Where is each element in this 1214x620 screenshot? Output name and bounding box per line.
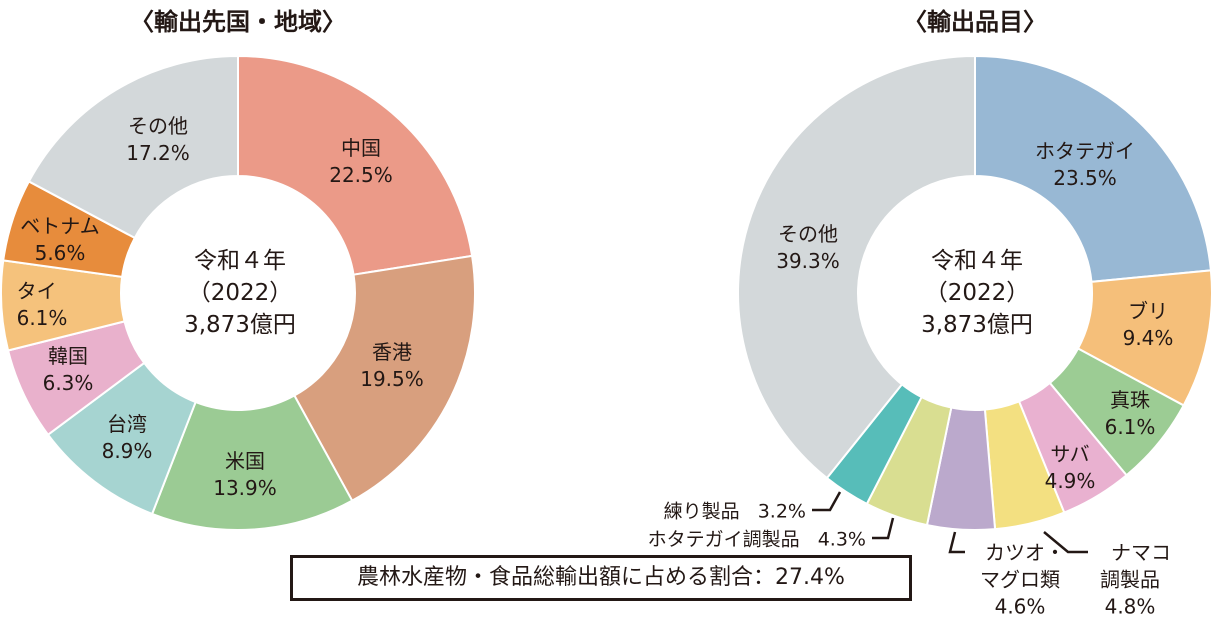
slice-香港 xyxy=(293,254,476,503)
center-year: 令和４年 xyxy=(930,248,1023,274)
slice-label-china: 中国 22.5% xyxy=(329,136,393,187)
center-year-ad: （2022） xyxy=(924,280,1030,306)
slice-label-yellowtail: ブリ 9.4% xyxy=(1122,299,1174,350)
fish-paste-leader xyxy=(812,491,842,512)
slice-ホタテガイ xyxy=(974,54,1213,283)
center-total: 3,873億円 xyxy=(184,312,296,338)
slice-label-scallop-processed: ホタテガイ調製品 4.3% xyxy=(647,528,866,551)
bonito-leader xyxy=(948,531,965,554)
center-year-ad: （2022） xyxy=(187,280,293,306)
slice-label-other: その他 17.2% xyxy=(126,114,190,165)
slice-label-vietnam: ベトナム 5.6% xyxy=(20,214,100,265)
slice-label-korea: 韓国 6.3% xyxy=(42,344,94,395)
left-chart-title: 〈輸出先国・地域〉 xyxy=(130,8,346,36)
slice-label-pearl: 真珠 6.1% xyxy=(1104,388,1156,439)
slice-label-other-items: その他 39.3% xyxy=(776,222,840,273)
center-total: 3,873億円 xyxy=(921,312,1033,338)
slice-label-usa: 米国 13.9% xyxy=(213,449,277,500)
slice-label-fish-paste: 練り製品 3.2% xyxy=(663,500,806,523)
slice-label-sea-cucumber: ナマコ 調製品 4.8% xyxy=(1100,540,1171,619)
slice-その他 xyxy=(27,54,239,240)
center-year: 令和４年 xyxy=(193,248,286,274)
slice-label-thailand: タイ 6.1% xyxy=(16,279,68,330)
slice-label-mackerel: サバ 4.9% xyxy=(1044,442,1096,493)
left-center-label: 令和４年 （2022） 3,873億円 xyxy=(184,245,296,341)
scallop-processed-leader xyxy=(872,517,895,540)
slice-米国 xyxy=(150,394,354,531)
slice-label-bonito-tuna: カツオ・ マグロ類 4.6% xyxy=(980,540,1065,619)
slice-label-hongkong: 香港 19.5% xyxy=(360,340,424,391)
right-chart-title: 〈輸出品目〉 xyxy=(903,8,1047,36)
sea-cucumber-leader xyxy=(1043,531,1088,554)
slice-label-taiwan: 台湾 8.9% xyxy=(101,412,153,463)
slice-その他 xyxy=(737,54,976,480)
export-share-note: 農林水産物・食品総輸出額に占める割合：27.4% xyxy=(290,555,912,601)
slice-label-scallop: ホタテガイ 23.5% xyxy=(1035,139,1135,190)
right-center-label: 令和４年 （2022） 3,873億円 xyxy=(921,245,1033,341)
slice-中国 xyxy=(237,54,474,276)
